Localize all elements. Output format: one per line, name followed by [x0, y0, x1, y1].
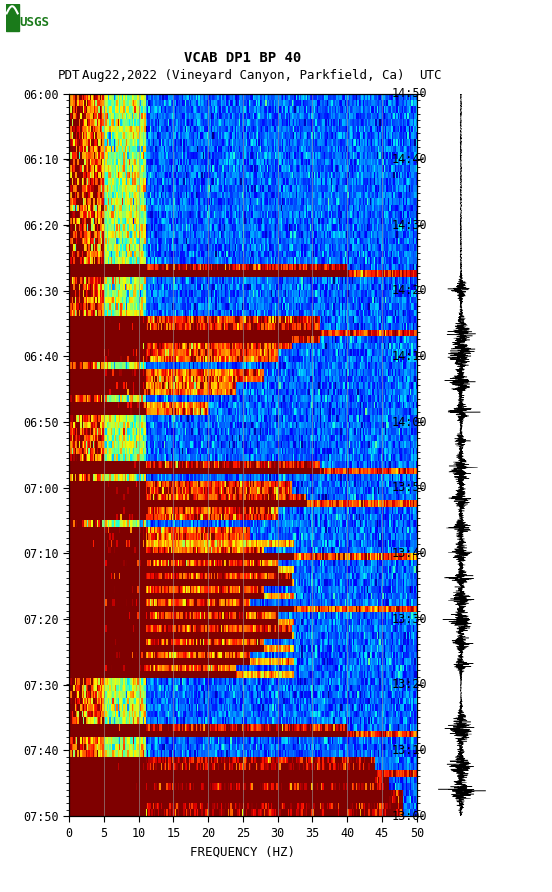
Text: UTC: UTC [420, 70, 442, 82]
Text: 13:40: 13:40 [391, 547, 427, 560]
Text: USGS: USGS [20, 16, 50, 29]
Text: 14:10: 14:10 [391, 350, 427, 363]
Text: 13:00: 13:00 [391, 810, 427, 822]
Text: 14:50: 14:50 [391, 87, 427, 100]
Text: 14:20: 14:20 [391, 285, 427, 297]
Text: 13:50: 13:50 [391, 482, 427, 494]
Text: PDT: PDT [58, 70, 81, 82]
Text: VCAB DP1 BP 40: VCAB DP1 BP 40 [184, 51, 301, 65]
Text: 13:10: 13:10 [391, 744, 427, 757]
Text: 13:30: 13:30 [391, 613, 427, 625]
Text: 14:40: 14:40 [391, 153, 427, 166]
X-axis label: FREQUENCY (HZ): FREQUENCY (HZ) [190, 845, 295, 858]
Bar [6, 4, 19, 31]
Text: 14:30: 14:30 [391, 219, 427, 232]
Text: 14:00: 14:00 [391, 416, 427, 428]
Text: 13:20: 13:20 [391, 678, 427, 691]
Text: Aug22,2022 (Vineyard Canyon, Parkfield, Ca): Aug22,2022 (Vineyard Canyon, Parkfield, … [82, 70, 404, 82]
